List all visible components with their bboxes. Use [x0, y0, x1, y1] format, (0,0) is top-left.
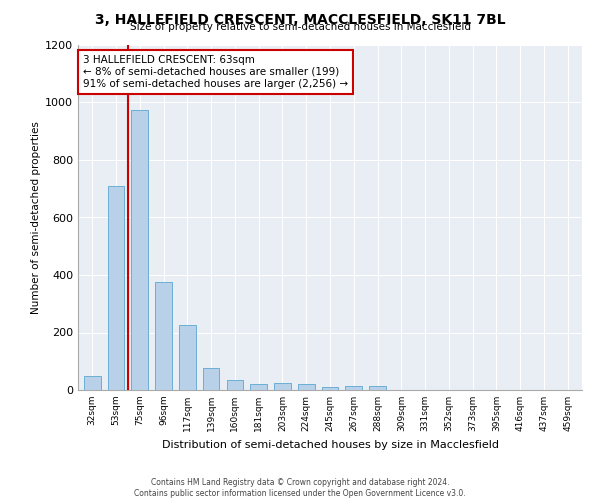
X-axis label: Distribution of semi-detached houses by size in Macclesfield: Distribution of semi-detached houses by …	[161, 440, 499, 450]
Bar	[274, 383, 291, 390]
Bar	[155, 282, 172, 390]
Y-axis label: Number of semi-detached properties: Number of semi-detached properties	[31, 121, 41, 314]
Bar	[250, 384, 267, 390]
Text: Size of property relative to semi-detached houses in Macclesfield: Size of property relative to semi-detach…	[130, 22, 470, 32]
Text: Contains HM Land Registry data © Crown copyright and database right 2024.
Contai: Contains HM Land Registry data © Crown c…	[134, 478, 466, 498]
Bar	[108, 186, 124, 390]
Bar	[346, 386, 362, 390]
Bar	[131, 110, 148, 390]
Bar	[179, 326, 196, 390]
Text: 3 HALLEFIELD CRESCENT: 63sqm
← 8% of semi-detached houses are smaller (199)
91% : 3 HALLEFIELD CRESCENT: 63sqm ← 8% of sem…	[83, 56, 348, 88]
Text: 3, HALLEFIELD CRESCENT, MACCLESFIELD, SK11 7BL: 3, HALLEFIELD CRESCENT, MACCLESFIELD, SK…	[95, 12, 505, 26]
Bar	[84, 376, 101, 390]
Bar	[203, 368, 220, 390]
Bar	[298, 384, 314, 390]
Bar	[322, 387, 338, 390]
Bar	[369, 386, 386, 390]
Bar	[227, 380, 243, 390]
